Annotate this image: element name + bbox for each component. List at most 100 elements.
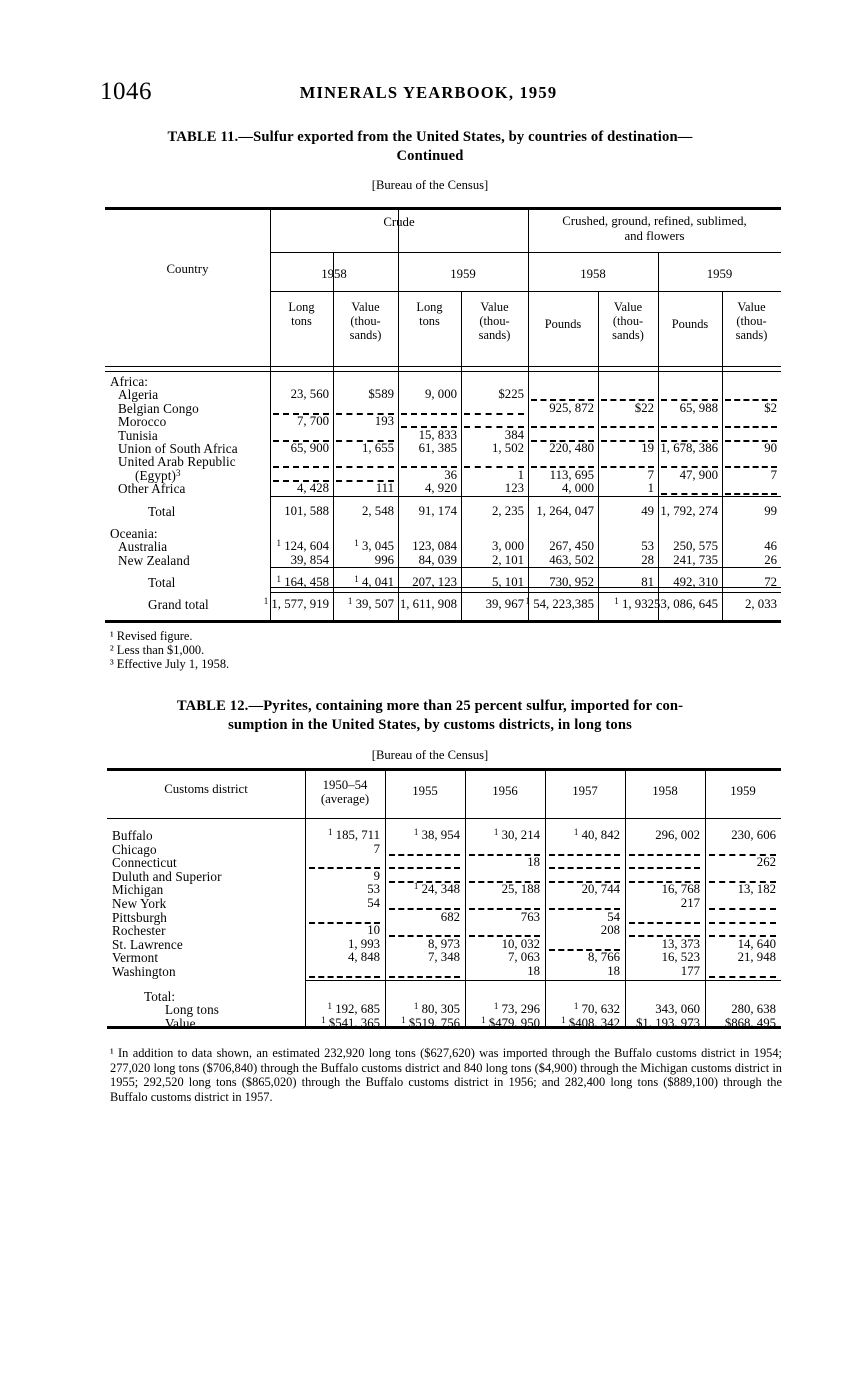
table11-s0-row-cell-0-2: 9, 000 [425,387,457,402]
table11-unit-header-6: Pounds [671,317,709,331]
table12-total-row-label-0: Long tons [165,1002,220,1018]
table12-row-cell-4-5: 13, 182 [737,882,776,897]
table11-s0-row-leader-1 [201,412,266,425]
table12-row-label-8: St. Lawrence [112,936,183,952]
table12-total-row-cell-0-2: 1 73, 296 [493,1001,540,1017]
table12-row-leader-3 [224,880,301,893]
table12-col-header-2: 1956 [492,784,518,798]
table12-row-cell-0-5: 230, 606 [731,828,776,842]
table12-col-header-3: 1957 [572,784,598,798]
table11-s1-total-cell-tot-2: 207, 123 [412,575,457,590]
table11-s0-total-cell-tot-1: 2, 548 [362,503,394,518]
table11-s1-row-cell-1-3: 2, 101 [492,552,524,567]
table12-row-blank-2-3 [549,867,620,870]
table11-year-header-0: 1958 [321,267,347,281]
table11-s0-row-cell-1-7: $2 [764,400,777,415]
table11-s0-row-blank-5-6 [661,466,718,469]
table11-s1-total-cell-tot-5: 81 [641,575,654,590]
table11-s0-row-blank-7-7 [725,493,777,496]
table11-s1-row-cell-0-4: 267, 450 [549,539,594,554]
table11-crushed-underline [528,252,781,253]
table11-col-rule-3 [461,291,462,620]
table11-stub-header: Country [166,262,209,276]
table11-s1-total-cell-tot-0: 1 164, 458 [276,574,330,590]
table12-row-cell-1-0: 7 [373,841,380,856]
table11-s1-total-cell-tot-1: 1 4, 041 [354,574,394,590]
table11-bottom-rule [105,620,781,623]
table11-top-rule [105,207,781,210]
table12-row-blank-10-0 [309,976,380,978]
table11-year-header-2: 1958 [580,267,606,281]
table12-total-row-cell-0-5: 280, 638 [731,1002,776,1017]
table11-grand-total-cell-g-2: 1, 611, 908 [399,596,457,611]
table12-row-blank-6-4 [629,921,700,924]
table11-s0-row-blank-0-4 [531,399,594,402]
table11-s0-row-blank-0-6 [661,399,718,402]
table11-unit-header-1: Value (thou-sands) [349,300,382,342]
table12-row-cell-7-0: 10 [367,923,380,938]
table11-total-rule-1 [270,567,781,569]
table12-row-cell-5-0: 54 [367,896,380,910]
table12-row-cell-0-3: 1 40, 842 [573,827,620,842]
table12-row-cell-9-5: 21, 948 [737,950,776,965]
table11-grand-total-cell-g-4: 1 54, 223,385 [525,595,594,611]
table12-total-row-cell-1-5: $868, 495 [724,1015,776,1030]
table12-row-blank-3-5 [709,880,776,883]
table11-s0-row-blank-3-7 [725,439,777,442]
table12-row-leader-6 [169,921,301,934]
table11-s0-row-cell-6-5: 7 [647,467,654,482]
table11-s0-row-cell-3-3: 384 [504,427,524,442]
table11-unit-header-4: Pounds [544,317,582,331]
table12-total-row-leader-0 [221,1013,301,1026]
table11-grand-total-cell-g-6: 53, 086, 645 [654,596,718,611]
table11-s0-row-label-0: Algeria [118,387,159,403]
table11-s0-total-cell-tot-3: 2, 235 [492,503,524,518]
table11-s0-row-blank-0-5 [601,399,654,402]
table11-group-crude: Crude [383,215,415,229]
table11-s1-row-cell-1-5: 28 [641,552,654,567]
table12-row-leader-10 [178,975,301,988]
table11-s1-row-cell-0-3: 3, 000 [492,539,524,554]
table12-row-blank-5-2 [469,908,540,910]
table11-unit-header-7: Value (thou-sands) [735,300,768,342]
table12-row-blank-5-3 [549,908,620,910]
table12-row-blank-7-5 [709,935,776,938]
table11-grand-total-rule [270,586,781,593]
table11-s0-row-cell-4-2: 61, 385 [418,441,457,455]
table11-unit-header-0: Long tons [288,300,315,328]
table12-row-blank-1-2 [469,853,540,856]
table11-col-rule-1 [333,252,334,620]
table11-unit-header-2: Long tons [416,300,443,328]
table11-s0-row-blank-5-5 [601,466,654,469]
table11-s1-row-cell-1-1: 996 [374,552,394,567]
table12-row-cell-3-0: 9 [373,868,380,883]
table11-footnote-3: ³ Effective July 1, 1958. [110,657,230,671]
table12-row-cell-9-0: 4, 848 [348,950,380,965]
table11-s0-row-leader-2 [168,425,266,438]
table11-s1-row-cell-1-6: 241, 735 [673,552,718,567]
table12-stub-header: Customs district [164,782,248,796]
table12-row-blank-6-5 [709,921,776,924]
table11-s0-row-label-6: (Egypt)3 [135,467,181,483]
table11-s0-row-cell-4-6: 1, 678, 386 [660,441,718,455]
table12-row-blank-7-2 [469,935,540,938]
table11-years-underline [270,291,781,292]
table12-col-header-0: 1950–54 (average) [320,778,370,806]
table11-footnote-2: ² Less than $1,000. [110,643,205,657]
table11-s0-row-blank-3-1 [336,439,394,442]
table11-caption-line2: Continued [396,148,464,164]
table11-s0-row-blank-5-3 [464,466,524,469]
table11-s0-row-blank-2-5 [601,426,654,429]
table11-s0-row-blank-3-6 [661,439,718,442]
table12-row-cell-7-3: 208 [600,923,620,938]
table12-row-blank-1-3 [549,853,620,856]
table12-total-rule [305,979,781,981]
table12-row-cell-0-4: 296, 002 [655,828,700,842]
table12-row-blank-7-4 [629,935,700,938]
table11-s1-row-label-0: Australia [118,539,168,555]
table11-crude-underline [270,252,528,253]
table11-s0-row-cell-7-2: 4, 920 [425,481,457,496]
table12-row-cell-10-4: 177 [680,964,700,978]
table12-footnote-paragraph: ¹ In addition to data shown, an estimate… [110,1046,782,1104]
